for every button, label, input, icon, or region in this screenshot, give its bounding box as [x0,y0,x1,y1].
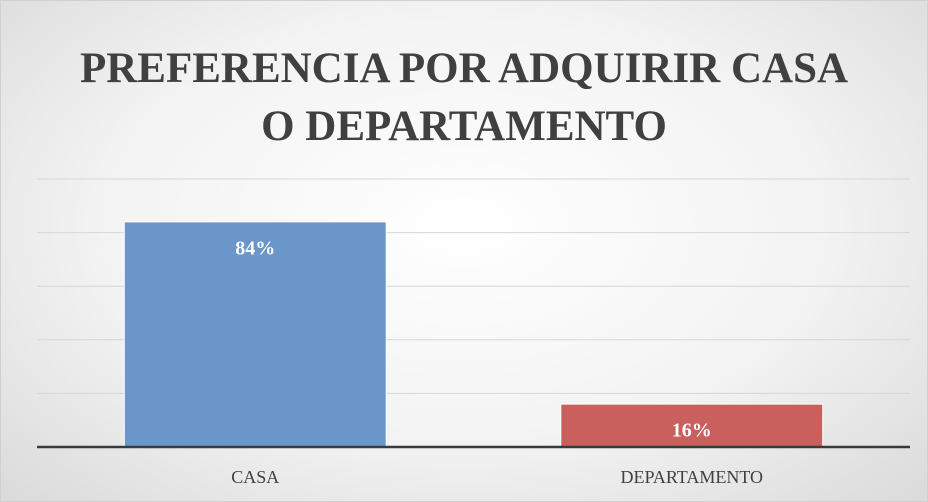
data-label: 84% [235,237,275,259]
x-tick-label: CASA [231,467,279,487]
data-label: 16% [672,420,712,442]
x-tick-label: DEPARTAMENTO [621,467,764,487]
bar [560,403,824,448]
chart-title: PREFERENCIA POR ADQUIRIR CASA O DEPARTAM… [79,45,849,150]
bar [123,221,387,448]
